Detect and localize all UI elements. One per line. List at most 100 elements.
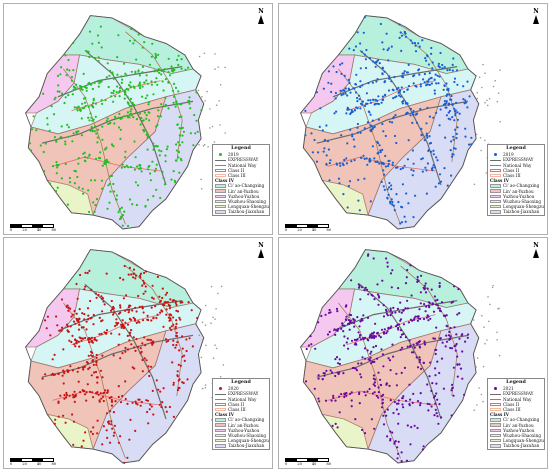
incident-point — [406, 88, 409, 91]
incident-point — [104, 161, 108, 164]
incident-point — [59, 73, 62, 76]
incident-point — [178, 316, 181, 319]
incident-point — [160, 73, 163, 76]
incident-point — [112, 100, 115, 103]
legend-expressway-label: EXPRESSWAY — [228, 391, 259, 397]
incident-point — [391, 343, 394, 346]
incident-point — [146, 314, 149, 317]
island — [482, 63, 484, 66]
incident-point — [376, 293, 380, 296]
island — [198, 55, 201, 58]
incident-point — [446, 88, 449, 91]
incident-point — [178, 134, 181, 137]
incident-point — [91, 104, 94, 108]
incident-point — [180, 58, 183, 61]
incident-point — [154, 56, 157, 59]
legend-title: Legend — [506, 145, 526, 151]
incident-point — [464, 127, 467, 130]
incident-point — [147, 422, 150, 425]
incident-point — [456, 126, 459, 129]
incident-point — [94, 292, 97, 295]
incident-point — [413, 41, 417, 45]
incident-point — [196, 130, 199, 133]
incident-point — [394, 311, 397, 314]
incident-point — [338, 362, 341, 366]
incident-point — [442, 387, 445, 390]
incident-point — [175, 331, 178, 334]
incident-point — [373, 157, 376, 160]
legend-year: 2020 — [215, 386, 267, 391]
incident-point — [156, 70, 159, 73]
incident-point — [135, 310, 138, 313]
incident-point — [426, 383, 429, 386]
legend-class-ii-label: Class II — [503, 401, 519, 407]
incident-point — [445, 340, 449, 343]
legend-zone: Yuzhou-Yuzhou — [215, 428, 267, 433]
incident-point — [438, 284, 441, 288]
incident-point — [105, 412, 109, 415]
incident-point — [418, 361, 421, 364]
incident-point — [463, 393, 466, 396]
incident-point — [185, 349, 188, 353]
incident-point — [361, 84, 364, 87]
incident-point — [422, 78, 425, 81]
road-line — [316, 100, 469, 144]
incident-point — [146, 136, 149, 139]
incident-point — [401, 76, 405, 79]
legend-year: 2021 — [490, 386, 542, 391]
incident-point — [393, 441, 396, 444]
incident-point — [176, 370, 179, 373]
incident-point — [409, 107, 412, 111]
island — [210, 322, 212, 324]
incident-point — [155, 379, 158, 382]
incident-point — [116, 56, 119, 59]
incident-point — [174, 301, 177, 304]
island — [210, 285, 213, 288]
incident-point — [156, 83, 159, 86]
incident-point — [44, 319, 47, 322]
legend-zone-label: Wuzhou-Shaoxing — [228, 198, 267, 204]
incident-point — [389, 399, 392, 402]
incident-point — [437, 65, 440, 68]
incident-point — [141, 46, 144, 49]
incident-point — [142, 279, 145, 282]
incident-point — [172, 299, 175, 302]
incident-point — [455, 69, 459, 72]
incident-point — [44, 142, 47, 145]
incident-point — [155, 163, 158, 166]
legend-class-iv: Class IV — [490, 178, 542, 183]
legend-class-iii-label: Class III — [503, 172, 521, 178]
incident-point — [115, 91, 118, 94]
incident-point — [467, 333, 470, 336]
incident-point — [110, 420, 113, 423]
incident-point — [104, 159, 107, 162]
incident-point — [178, 349, 181, 352]
incident-point — [382, 48, 385, 51]
incident-point — [144, 285, 147, 288]
incident-point — [416, 400, 420, 403]
incident-point — [421, 157, 424, 160]
incident-point — [433, 89, 436, 92]
incident-point — [179, 364, 182, 367]
incident-point — [66, 323, 69, 326]
incident-point — [304, 109, 307, 112]
incident-point — [119, 306, 122, 309]
incident-point — [406, 102, 409, 105]
incident-point — [366, 316, 370, 319]
incident-point — [84, 156, 87, 159]
legend-zone: Taizhou-Jiaxuhan — [490, 209, 542, 214]
incident-point — [160, 405, 163, 409]
incident-point — [182, 130, 185, 133]
incident-point — [398, 23, 401, 26]
incident-point — [367, 82, 370, 85]
incident-point — [379, 384, 383, 387]
incident-point — [334, 91, 337, 95]
incident-point — [77, 380, 80, 383]
incident-point — [377, 59, 380, 62]
incident-point — [350, 109, 353, 112]
incident-point — [334, 374, 337, 378]
incident-point — [174, 300, 177, 303]
incident-point — [72, 443, 75, 446]
incident-point — [359, 298, 362, 301]
legend: Legend 2020 EXPRESSWAY National Way Class II… — [212, 378, 270, 451]
